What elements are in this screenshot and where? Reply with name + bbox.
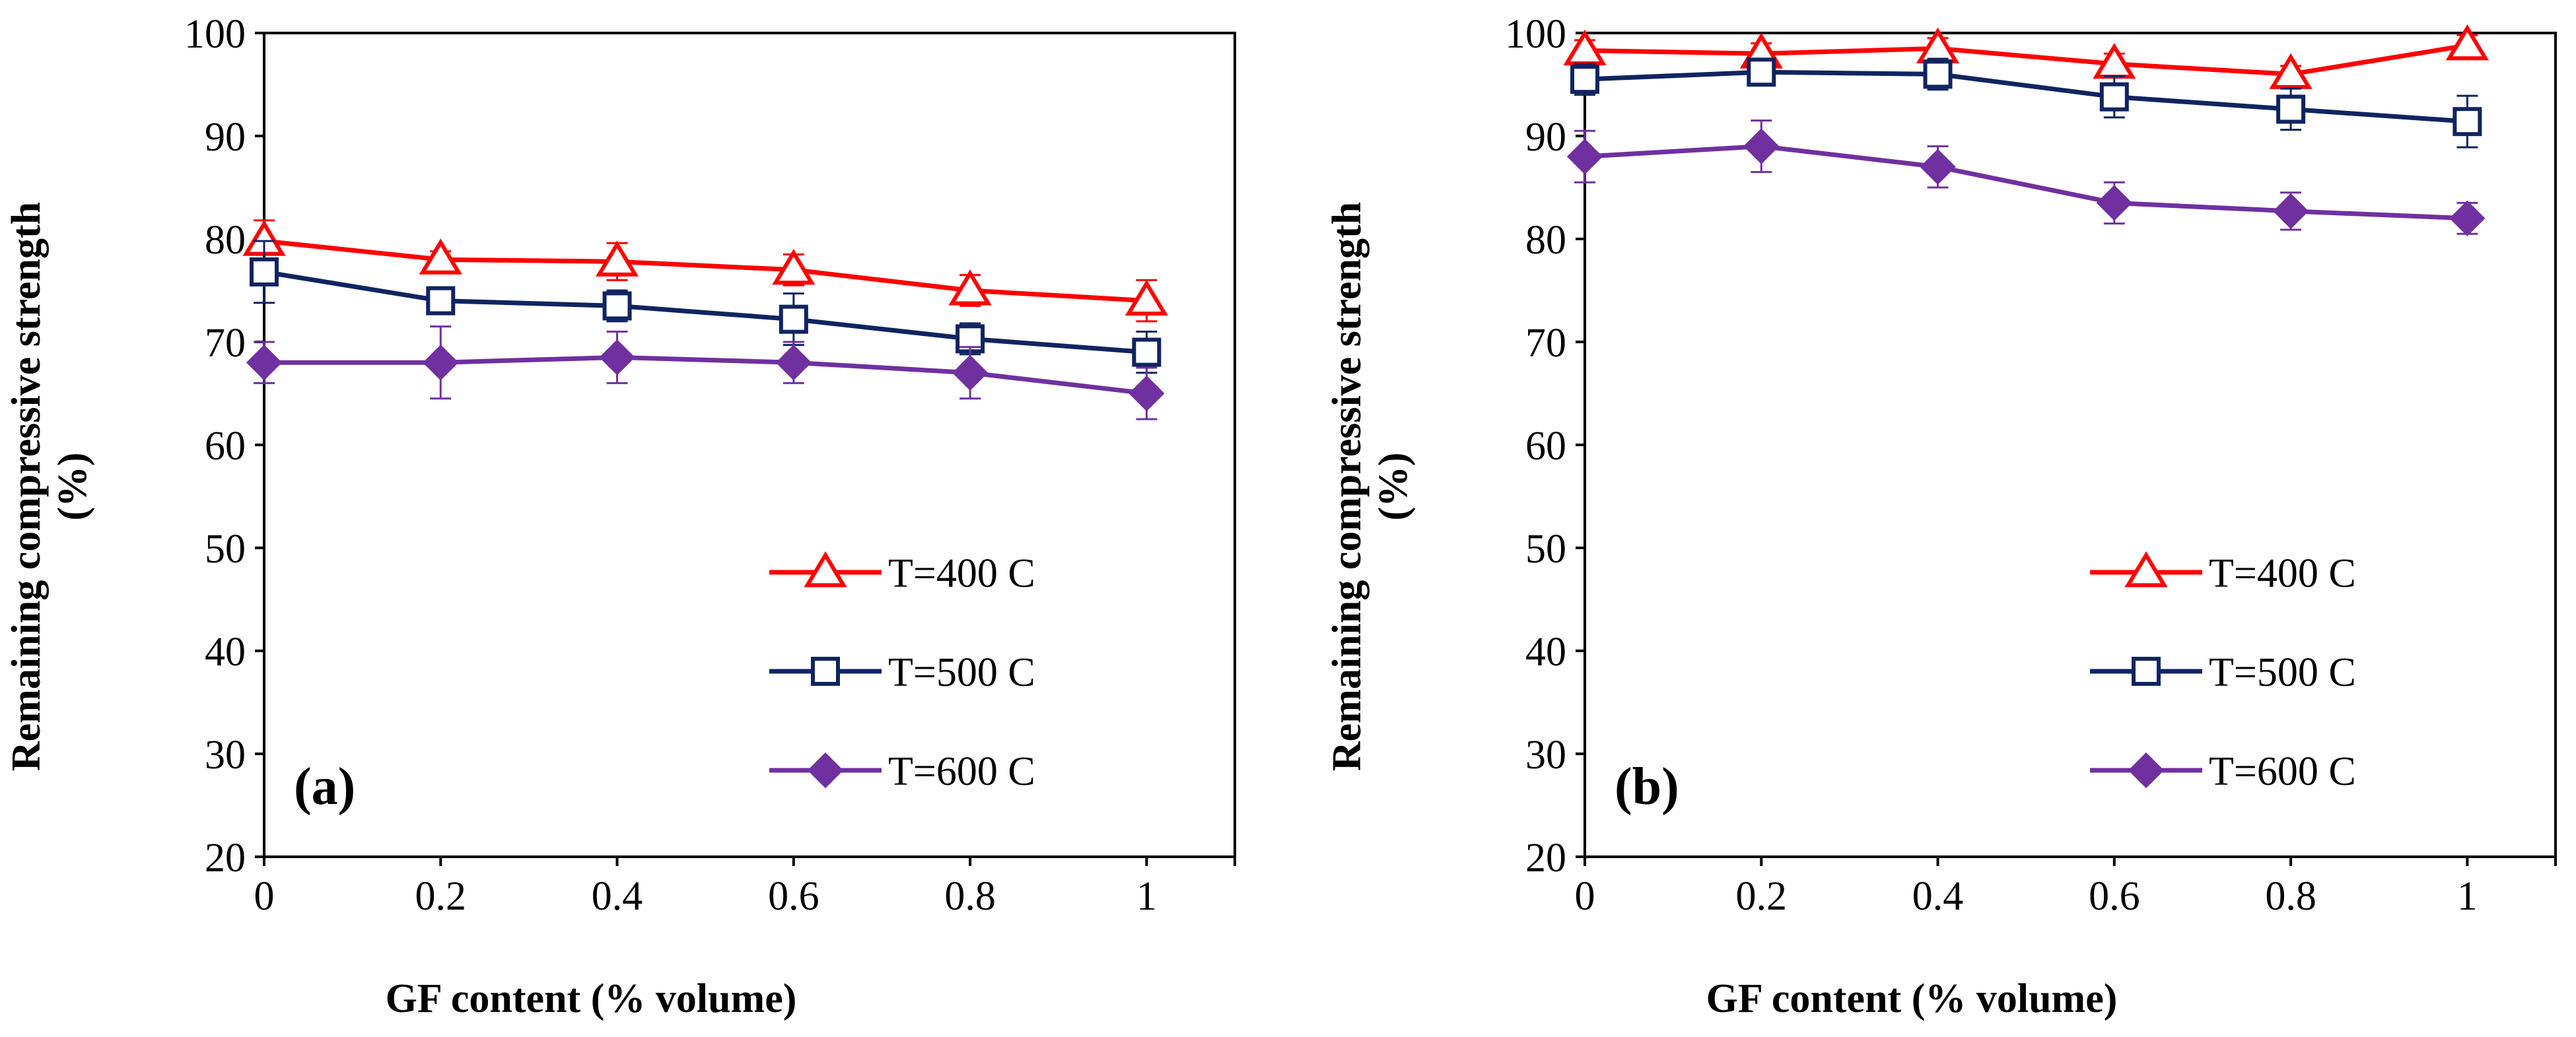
- y-axis-title-unit: (%): [1371, 452, 1416, 520]
- y-tick-label: 30: [205, 733, 246, 778]
- legend-marker-triangle: [2124, 551, 2168, 587]
- data-point-triangle: [2269, 53, 2313, 89]
- y-tick-label: 30: [1525, 733, 1566, 778]
- y-axis-title-unit: (%): [50, 452, 95, 520]
- legend-label: T=400 C: [888, 551, 1035, 596]
- y-tick-label: 90: [1525, 115, 1566, 160]
- x-tick-label: 0.2: [415, 874, 467, 919]
- series-t-500-c: [1570, 57, 2482, 149]
- data-point-square: [250, 257, 279, 286]
- x-tick-label: 0: [1575, 874, 1595, 919]
- x-tick-label: 0.8: [944, 874, 996, 919]
- x-tick-label: 1: [2457, 874, 2478, 919]
- series-line: [1584, 144, 2468, 221]
- data-point-diamond: [775, 345, 812, 381]
- y-axis-title: Remaining compressive strength: [1325, 202, 1370, 771]
- x-tick-label: 0.8: [2265, 874, 2316, 919]
- chart-panel-a: Remaining compressive strength (%) GF co…: [4, 12, 1236, 1021]
- y-tick-label: 100: [184, 12, 246, 57]
- x-tick-label: 1: [1136, 874, 1157, 919]
- data-point-square: [1570, 65, 1599, 94]
- chart-panel-b: Remaining compressive strength (%) GF co…: [1325, 12, 2557, 1021]
- y-tick-label: 80: [1525, 218, 1566, 263]
- y-tick-label: 90: [205, 115, 246, 160]
- y-tick-label: 40: [205, 630, 246, 675]
- data-point-square: [2099, 82, 2129, 112]
- series-line: [263, 269, 1147, 355]
- data-point-triangle: [419, 238, 462, 275]
- legend-label: T=500 C: [888, 650, 1035, 695]
- data-point-diamond: [423, 345, 459, 381]
- series-line: [264, 354, 1147, 396]
- legend-marker-triangle: [804, 551, 847, 587]
- x-tick-label: 0.6: [2089, 874, 2140, 919]
- x-axis-title: GF content (% volume): [386, 976, 797, 1021]
- y-tick-label: 60: [1525, 424, 1566, 469]
- series-t-400-c: [1563, 24, 2489, 89]
- y-axis-title: Remaining compressive strength: [4, 202, 49, 771]
- y-tick-label: 60: [205, 424, 246, 469]
- data-point-triangle: [772, 248, 816, 285]
- data-point-square: [1923, 59, 1953, 89]
- y-tick-label: 80: [205, 218, 246, 263]
- x-tick-label: 0.4: [1912, 874, 1964, 919]
- data-point-square: [779, 304, 808, 334]
- x-tick-label: 0: [254, 874, 275, 919]
- series-line: [263, 238, 1147, 304]
- y-tick-label: 50: [205, 527, 246, 572]
- data-point-square: [2276, 94, 2306, 124]
- x-axis-title: GF content (% volume): [1706, 976, 2118, 1021]
- series-line: [1584, 69, 2468, 124]
- data-point-triangle: [1125, 279, 1168, 316]
- data-point-diamond: [1566, 139, 1603, 175]
- panel-label: (b): [1615, 758, 1679, 816]
- data-point-diamond: [599, 339, 635, 376]
- data-point-square: [602, 291, 632, 321]
- data-point-square: [1132, 337, 1162, 367]
- y-tick-label: 50: [1525, 527, 1566, 572]
- legend-label: T=600 C: [2209, 749, 2356, 794]
- series-line: [1584, 43, 2468, 77]
- legend-marker-diamond: [2128, 752, 2165, 789]
- series-t-600-c: [246, 325, 1165, 420]
- y-tick-label: 100: [1505, 12, 1566, 57]
- legend-marker-square: [811, 657, 840, 686]
- legend-marker-diamond: [807, 752, 844, 789]
- data-point-square: [1747, 57, 1776, 87]
- data-point-diamond: [1129, 375, 1165, 412]
- legend-label: T=600 C: [888, 749, 1035, 794]
- data-point-diamond: [2449, 200, 2486, 236]
- x-tick-label: 0.2: [1736, 874, 1788, 919]
- data-point-square: [426, 286, 456, 316]
- data-point-diamond: [2272, 193, 2309, 230]
- y-tick-label: 70: [205, 321, 246, 366]
- legend-label: T=400 C: [2209, 551, 2356, 596]
- data-point-diamond: [952, 354, 989, 391]
- y-tick-label: 40: [1525, 630, 1566, 675]
- legend-marker-square: [2132, 657, 2161, 686]
- data-point-triangle: [595, 240, 639, 277]
- data-point-triangle: [948, 269, 992, 306]
- legend-label: T=500 C: [2209, 650, 2356, 695]
- data-point-square: [2453, 107, 2482, 137]
- y-tick-label: 70: [1525, 321, 1566, 366]
- panel-label: (a): [294, 758, 355, 816]
- y-tick-label: 20: [205, 836, 246, 881]
- data-point-diamond: [246, 345, 283, 381]
- data-point-diamond: [1743, 128, 1780, 164]
- data-point-triangle: [2445, 24, 2489, 61]
- series-t-600-c: [1566, 119, 2486, 236]
- data-point-diamond: [2096, 185, 2132, 221]
- y-tick-label: 20: [1525, 836, 1566, 881]
- x-tick-label: 0.4: [592, 874, 643, 919]
- data-point-diamond: [1920, 149, 1956, 185]
- x-tick-label: 0.6: [768, 874, 819, 919]
